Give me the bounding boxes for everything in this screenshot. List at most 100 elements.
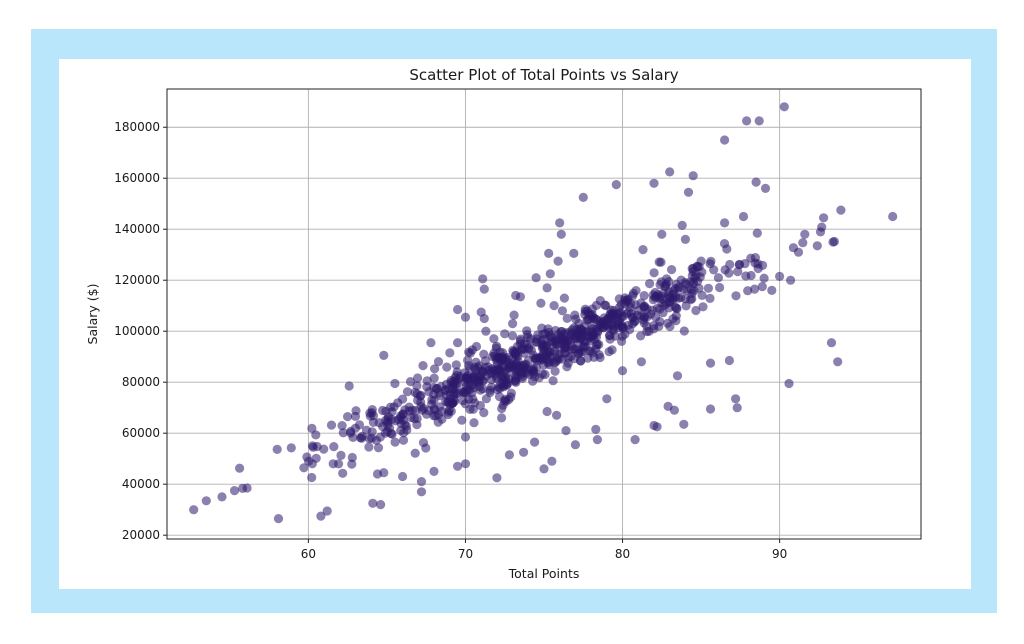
data-point	[812, 241, 822, 251]
data-point	[639, 312, 650, 322]
data-point	[479, 284, 489, 294]
data-point	[539, 341, 549, 352]
data-point	[471, 341, 482, 352]
y-tick-label: 60000	[122, 426, 160, 440]
y-tick-label: 160000	[114, 171, 160, 185]
data-point	[836, 205, 846, 215]
data-point	[754, 116, 764, 126]
data-point	[509, 347, 519, 357]
data-point	[743, 286, 753, 296]
data-point	[470, 398, 480, 408]
data-point	[588, 313, 598, 323]
data-point	[530, 437, 540, 447]
data-point	[759, 273, 769, 283]
data-point	[460, 459, 471, 469]
data-point	[617, 336, 627, 346]
data-point	[649, 268, 659, 278]
data-point	[442, 362, 452, 372]
data-point	[337, 421, 347, 431]
data-point	[819, 213, 829, 223]
data-point	[504, 450, 514, 460]
data-point	[888, 211, 898, 222]
data-point	[800, 229, 810, 239]
data-point	[374, 418, 384, 428]
data-point	[663, 318, 673, 328]
data-point	[444, 384, 454, 394]
y-tick-label: 120000	[114, 273, 160, 287]
data-point	[433, 357, 444, 367]
data-point	[398, 415, 408, 425]
data-point	[559, 293, 569, 303]
data-point	[722, 244, 732, 254]
data-point	[344, 381, 354, 391]
data-point	[798, 238, 808, 248]
data-point	[833, 357, 843, 367]
data-point	[667, 265, 677, 275]
axes-box	[166, 88, 922, 540]
data-point	[272, 444, 282, 454]
data-point	[381, 406, 391, 416]
data-point	[485, 385, 495, 395]
data-point	[453, 461, 463, 471]
data-point	[750, 253, 761, 263]
data-point	[299, 463, 309, 473]
y-tick-label: 40000	[122, 477, 160, 491]
data-point	[307, 472, 317, 483]
data-point	[703, 283, 714, 293]
data-point	[497, 413, 507, 423]
data-point	[636, 357, 647, 367]
data-point	[657, 229, 667, 239]
data-point	[531, 273, 541, 283]
data-point	[413, 373, 423, 383]
data-point	[724, 355, 735, 366]
data-point	[738, 211, 749, 222]
data-point	[372, 469, 383, 479]
data-point	[562, 313, 572, 323]
data-point	[478, 376, 488, 386]
data-point	[511, 377, 521, 387]
data-point	[350, 411, 361, 421]
data-point	[547, 456, 557, 466]
data-point	[639, 291, 649, 301]
data-point	[479, 408, 489, 418]
data-point	[430, 364, 440, 374]
data-point	[507, 331, 518, 341]
data-point	[688, 171, 698, 181]
y-axis-label: Salary ($)	[85, 284, 100, 345]
data-point	[508, 319, 518, 329]
data-point	[679, 419, 689, 429]
y-tick-label: 80000	[122, 375, 160, 389]
data-point	[538, 349, 548, 359]
data-point	[649, 178, 659, 188]
data-point	[390, 437, 400, 447]
data-point	[429, 373, 439, 383]
data-point	[589, 330, 599, 340]
data-point	[620, 329, 630, 339]
data-point	[569, 248, 579, 258]
data-point	[536, 298, 546, 308]
data-point	[334, 459, 344, 469]
data-point	[229, 486, 240, 496]
data-point	[591, 424, 601, 434]
data-point	[775, 271, 785, 281]
data-point	[550, 366, 560, 376]
data-point	[217, 492, 227, 502]
data-point	[705, 293, 715, 303]
data-point	[480, 363, 490, 373]
data-point	[515, 292, 525, 302]
data-point	[556, 229, 566, 239]
data-point	[569, 354, 579, 364]
data-point	[429, 466, 439, 476]
data-point	[443, 407, 453, 417]
y-tick-label: 180000	[114, 120, 160, 134]
data-point	[355, 433, 366, 443]
data-point	[413, 395, 423, 405]
data-point	[537, 323, 547, 333]
data-point	[539, 464, 549, 474]
data-point	[617, 366, 628, 376]
data-point	[478, 274, 488, 284]
data-point	[235, 463, 245, 473]
data-point	[437, 414, 447, 424]
data-point	[557, 306, 567, 316]
data-point	[416, 487, 427, 497]
